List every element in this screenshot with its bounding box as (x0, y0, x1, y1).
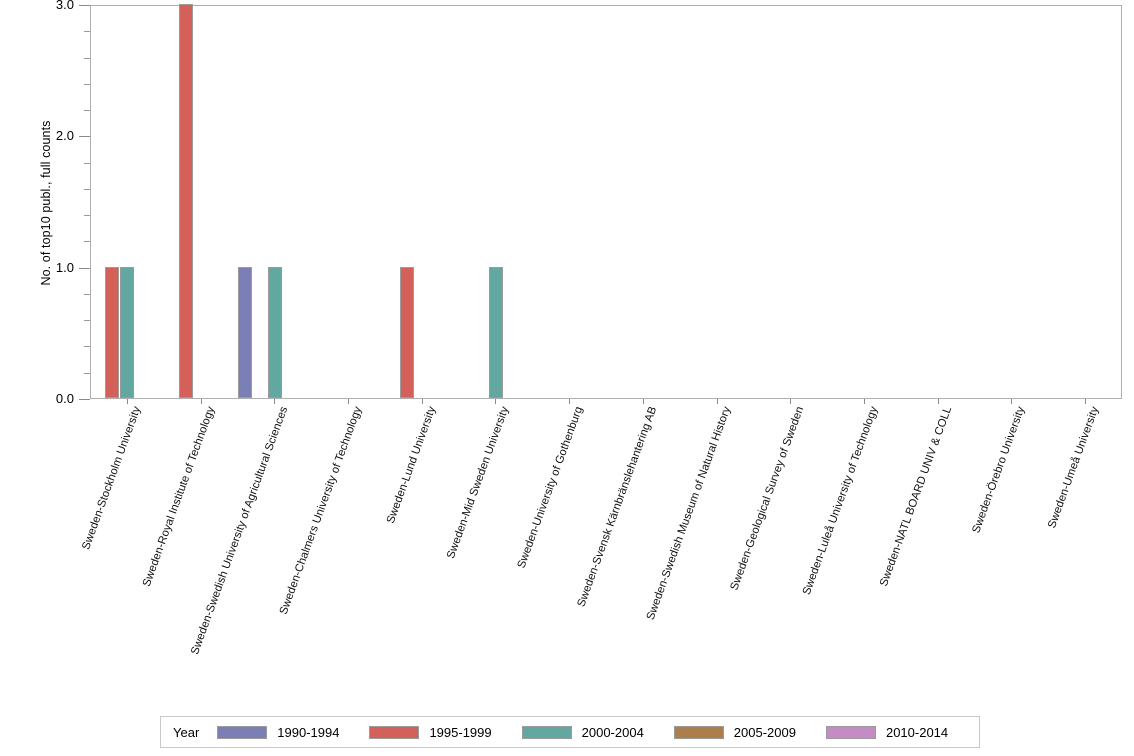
bar[interactable] (237, 266, 252, 398)
x-axis-tick-label: Sweden-Luleå University of Technology (800, 405, 881, 597)
x-axis-tick (126, 399, 128, 404)
y-axis-minor-tick (84, 162, 90, 164)
y-axis-minor-tick (84, 110, 90, 112)
y-axis-minor-tick (84, 320, 90, 322)
legend-label: 1995-1999 (429, 724, 492, 740)
y-axis-minor-tick (84, 241, 90, 243)
x-axis-tick (421, 399, 423, 404)
legend-item[interactable]: 2005-2009 (673, 724, 796, 740)
legend-item[interactable]: 2000-2004 (521, 724, 644, 740)
x-axis-tick-label: Sweden-Lund University (384, 405, 438, 526)
x-axis-tick (937, 399, 939, 404)
x-axis-tick-labels: Sweden-Stockholm University Sweden-Royal … (0, 399, 1134, 699)
x-axis-tick-label: Sweden-Royal Institute of Technology (140, 405, 217, 589)
x-axis-tick (790, 399, 792, 404)
y-axis-minor-tick (84, 57, 90, 59)
x-axis-tick-label: Sweden-University of Gothenburg (515, 405, 586, 570)
legend-title: Year (173, 724, 200, 740)
bar[interactable] (488, 266, 503, 398)
x-axis-tick-label: Sweden-NATL BOARD UNIV & COLL (877, 405, 954, 589)
y-axis-tick-label: 3.0 (55, 0, 74, 12)
x-axis-tick-label: Sweden-Chalmers University of Technology (277, 405, 365, 617)
y-axis-tick (79, 5, 90, 6)
x-axis-tick-label: Sweden-Svensk Kärnbränslehantering AB (575, 405, 660, 609)
x-axis-tick-label: Sweden-Swedish Museum of Natural History (644, 405, 733, 622)
legend-item[interactable]: 1990-1994 (217, 725, 339, 740)
x-axis-tick (274, 399, 276, 404)
y-axis-tick (79, 399, 90, 400)
x-axis-tick (495, 399, 497, 404)
legend-item[interactable]: 2010-2014 (825, 724, 949, 740)
bar[interactable] (400, 266, 415, 398)
legend-label: 2005-2009 (733, 724, 796, 740)
x-axis-tick (569, 399, 571, 404)
x-axis-tick (864, 399, 865, 404)
bar[interactable] (105, 266, 120, 398)
legend-label: 1990-1994 (277, 724, 340, 740)
x-axis-tick-label: Sweden-Stockholm University (80, 405, 144, 552)
y-axis-minor-tick (84, 372, 90, 374)
x-axis-tick-label: Sweden-Umeå University (1046, 405, 1102, 530)
y-axis-minor-tick (84, 346, 90, 348)
y-axis-title: No. of top10 publ., full counts (39, 120, 53, 286)
legend-swatch (521, 725, 572, 739)
plot-area (90, 4, 1122, 399)
bar[interactable] (267, 266, 282, 398)
legend-swatch (369, 725, 420, 739)
y-axis-tick-label: 1.0 (55, 259, 74, 275)
legend-swatch (825, 725, 876, 739)
x-axis-tick-label: Sweden-Örebro University (970, 405, 1028, 535)
x-axis-tick (716, 399, 718, 404)
legend-item[interactable]: 1995-1999 (369, 724, 492, 740)
x-axis-tick (642, 399, 644, 404)
x-axis-tick (348, 399, 349, 404)
legend-label: 2010-2014 (885, 724, 949, 740)
y-axis-minor-tick (84, 31, 90, 33)
y-axis-tick (79, 136, 90, 138)
x-axis-tick (200, 399, 202, 404)
y-axis-minor-tick (84, 215, 90, 217)
y-axis-minor-tick (84, 188, 90, 190)
y-axis-minor-tick (84, 293, 90, 295)
y-axis-tick (79, 267, 90, 269)
legend: Year 1990-1994 1995-1999 2000-2004 2005-200… (160, 716, 980, 748)
y-axis-tick-label: 0.0 (55, 391, 74, 406)
bar[interactable] (120, 266, 135, 398)
legend-swatch (673, 725, 724, 739)
bar[interactable] (179, 4, 194, 398)
x-axis-tick-label: Sweden-Mid Sweden University (445, 405, 512, 561)
x-axis-tick (1085, 399, 1087, 404)
legend-swatch (217, 725, 268, 739)
legend-label: 2000-2004 (581, 724, 644, 740)
y-axis-tick-label: 2.0 (55, 128, 74, 144)
y-axis-minor-tick (84, 83, 90, 85)
x-axis-tick-label: Sweden-Geological Survey of Sweden (728, 405, 807, 592)
x-axis-tick (1011, 399, 1013, 404)
